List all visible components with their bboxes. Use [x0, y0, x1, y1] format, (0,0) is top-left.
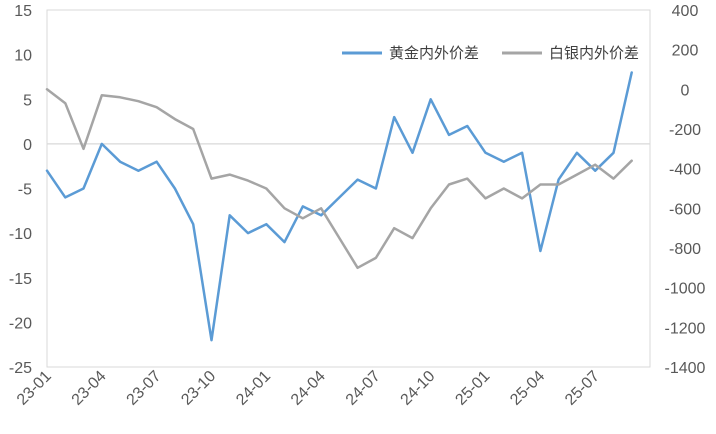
left-axis-tick-label: 15 [14, 3, 32, 20]
x-axis-ticks: 23-01 23-04 23-07 23-10 24-01 24-04 24-07 24-10… [14, 368, 603, 409]
left-axis-tick-label: -15 [9, 271, 32, 288]
x-axis-tick-label: 23-07 [124, 368, 165, 409]
right-axis-tick-label: -1400 [665, 360, 706, 377]
x-axis-tick-label: 24-10 [398, 368, 439, 409]
right-axis-tick-label: 200 [672, 43, 699, 60]
x-axis-tick-label: 24-04 [288, 368, 329, 409]
legend-label-2: 白银内外价差 [549, 45, 639, 62]
plot-area [46, 9, 651, 368]
series-line-1 [45, 71, 633, 342]
series-layer [45, 71, 633, 342]
x-axis-tick-label: 23-04 [69, 368, 110, 409]
left-axis-tick-label: 5 [23, 92, 32, 109]
series-line-2 [45, 88, 633, 270]
x-axis-tick-label: 23-10 [178, 368, 219, 409]
right-axis-tick-label: 0 [681, 82, 690, 99]
left-axis-tick-label: 10 [14, 48, 32, 65]
right-axis-tick-label: -400 [669, 162, 701, 179]
right-axis-tick-label: -1000 [665, 281, 706, 298]
x-axis-tick-label: 25-01 [452, 368, 493, 409]
right-axis-tick-label: -200 [669, 122, 701, 139]
x-axis-tick-label: 25-07 [562, 368, 603, 409]
right-axis-tick-label: -600 [669, 201, 701, 218]
legend: 黄金内外价差 白银内外价差 [342, 45, 639, 62]
left-axis-ticks: 15 10 5 0 -5 -10 -15 -20 -25 [9, 3, 32, 377]
plot-border [46, 9, 651, 368]
left-axis-tick-label: -20 [9, 315, 32, 332]
left-axis-tick-label: -25 [9, 360, 32, 377]
left-axis-tick-label: -5 [18, 182, 32, 199]
x-axis-tick-label: 24-07 [343, 368, 384, 409]
left-axis-tick-label: -10 [9, 226, 32, 243]
legend-label-1: 黄金内外价差 [389, 45, 479, 62]
right-axis-tick-label: -800 [669, 241, 701, 258]
x-axis-tick-label: 25-04 [507, 368, 548, 409]
right-axis-ticks: 400 200 0 -200 -400 -600 -800 -1000 -1200 -1400 [665, 3, 706, 377]
x-axis-tick-label: 24-01 [233, 368, 274, 409]
right-axis-tick-label: -1200 [665, 320, 706, 337]
left-axis-tick-label: 0 [23, 137, 32, 154]
right-axis-tick-label: 400 [672, 3, 699, 20]
